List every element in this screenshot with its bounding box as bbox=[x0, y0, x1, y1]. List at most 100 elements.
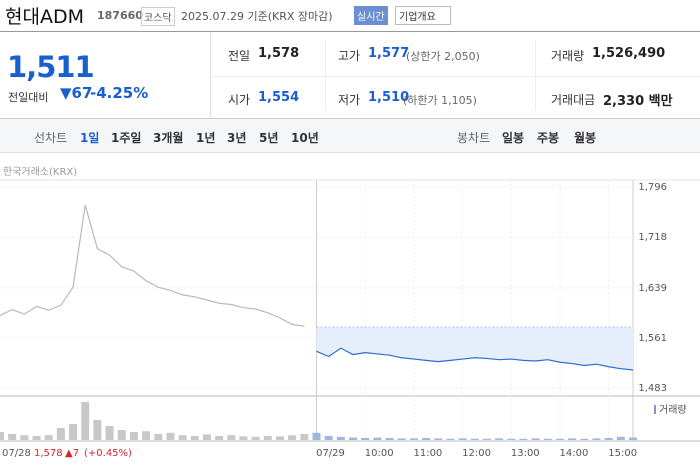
divider bbox=[325, 40, 326, 110]
stat-value: 1,577 bbox=[368, 46, 410, 61]
tab[interactable]: 1일 bbox=[80, 131, 100, 145]
volume-bar bbox=[629, 437, 637, 440]
source: 한국거래소(KRX) bbox=[3, 167, 78, 178]
volume-bar bbox=[361, 438, 370, 440]
stat-value: 2,330 백만 bbox=[603, 94, 673, 109]
tab[interactable]: 5년 bbox=[259, 131, 279, 145]
volume-bar bbox=[604, 438, 613, 440]
volume-bar bbox=[555, 438, 564, 440]
x-tick-label: 07/29 bbox=[316, 448, 345, 459]
tab[interactable]: 10년 bbox=[291, 131, 319, 145]
stat-value: 1,510 bbox=[368, 90, 410, 105]
volume-bar bbox=[592, 438, 601, 440]
price-line bbox=[316, 347, 634, 371]
volume-bar bbox=[324, 436, 333, 440]
volume-bar bbox=[32, 436, 41, 440]
volume-bar bbox=[568, 438, 577, 440]
volume-bar bbox=[373, 437, 382, 440]
volume-bar bbox=[154, 434, 163, 440]
stat-value: 1,554 bbox=[258, 90, 300, 105]
volume-bar bbox=[263, 436, 272, 440]
volume-bar bbox=[397, 438, 406, 440]
y-tick-label: 1,483 bbox=[638, 383, 667, 394]
area bbox=[316, 326, 633, 370]
company-button[interactable]: 기업개요 bbox=[395, 6, 451, 25]
volume-bar bbox=[275, 436, 284, 440]
volume-bar bbox=[531, 438, 540, 440]
volume-bar bbox=[93, 420, 102, 440]
change-value: 67 bbox=[71, 84, 93, 102]
volume-bar bbox=[20, 435, 29, 440]
tab[interactable]: 1주일 bbox=[111, 131, 142, 145]
x-tick-label: 13:00 bbox=[511, 448, 540, 459]
volume-bar bbox=[129, 432, 138, 440]
stat-label: 고가 bbox=[338, 49, 361, 63]
volume-bar bbox=[470, 438, 479, 440]
x-tick-label: 07/28 bbox=[2, 448, 31, 459]
x-tick-label: 15:00 bbox=[608, 448, 637, 459]
tab[interactable]: 주봉 bbox=[537, 131, 560, 145]
stat-label: 거래대금 bbox=[551, 93, 596, 107]
tab[interactable]: 1년 bbox=[196, 131, 216, 145]
divider bbox=[210, 32, 211, 118]
volume-bar bbox=[117, 430, 126, 440]
stat-label: 저가 bbox=[338, 93, 361, 107]
volume-bar bbox=[0, 432, 4, 440]
divider bbox=[535, 40, 536, 110]
tab[interactable]: 월봉 bbox=[574, 131, 597, 145]
stat-label: 전일 bbox=[228, 49, 251, 63]
volume-bar bbox=[288, 435, 297, 440]
y-tick-label: 1,639 bbox=[638, 283, 667, 294]
stat-note: (하한가 1,105) bbox=[403, 94, 477, 107]
volume-bar bbox=[178, 435, 187, 440]
prev-rate: (+0.45%) bbox=[84, 448, 132, 459]
volume-bar bbox=[507, 438, 516, 440]
volume-bar bbox=[312, 432, 321, 440]
change: ▼67 bbox=[60, 84, 93, 102]
volume-bar bbox=[482, 438, 491, 440]
tab-group-label: 봉차트 bbox=[457, 131, 491, 145]
date: 2025.07.29 기준(KRX 장마감) bbox=[181, 10, 333, 23]
legend-swatch bbox=[654, 405, 656, 414]
volume-bar bbox=[81, 402, 90, 440]
volume-bar bbox=[409, 438, 418, 440]
legend-label: 거래량 bbox=[659, 404, 687, 416]
volume-bar bbox=[69, 424, 78, 440]
volume-bar bbox=[385, 438, 394, 440]
volume-bar bbox=[495, 438, 504, 440]
current-price: 1,511 bbox=[7, 50, 95, 84]
change-label: 전일대비 bbox=[8, 91, 49, 104]
stat-note: (상한가 2,050) bbox=[406, 50, 480, 63]
stat-label: 거래량 bbox=[551, 49, 585, 63]
volume-bar bbox=[8, 434, 17, 440]
tab-group-label: 선차트 bbox=[34, 131, 68, 145]
stock-code: 187660 bbox=[97, 9, 143, 22]
volume-bar bbox=[239, 436, 248, 440]
prev-change: ▲7 bbox=[65, 448, 79, 459]
volume-bar bbox=[422, 438, 431, 440]
volume-bar bbox=[215, 436, 224, 440]
volume-bar bbox=[202, 434, 211, 440]
volume-bar bbox=[336, 436, 345, 440]
stat-value: 1,526,490 bbox=[592, 46, 666, 61]
tab[interactable]: 3년 bbox=[227, 131, 247, 145]
volume-bar bbox=[251, 436, 260, 440]
divider bbox=[0, 31, 700, 32]
stock-name: 현대ADM bbox=[5, 6, 84, 28]
volume-bar bbox=[190, 436, 199, 440]
stat-label: 시가 bbox=[228, 93, 251, 107]
volume-bar bbox=[458, 438, 467, 440]
tab-bar bbox=[0, 118, 700, 153]
tab[interactable]: 일봉 bbox=[502, 131, 525, 145]
price-line bbox=[0, 204, 305, 327]
volume-bar bbox=[543, 438, 552, 440]
y-tick-label: 1,718 bbox=[638, 232, 667, 243]
volume-bar bbox=[519, 438, 528, 440]
volume-bar bbox=[580, 438, 589, 440]
y-tick-label: 1,796 bbox=[638, 182, 667, 193]
tab[interactable]: 3개월 bbox=[153, 131, 184, 145]
volume-bar bbox=[616, 436, 625, 440]
realtime-button[interactable]: 실시간 bbox=[354, 6, 388, 25]
